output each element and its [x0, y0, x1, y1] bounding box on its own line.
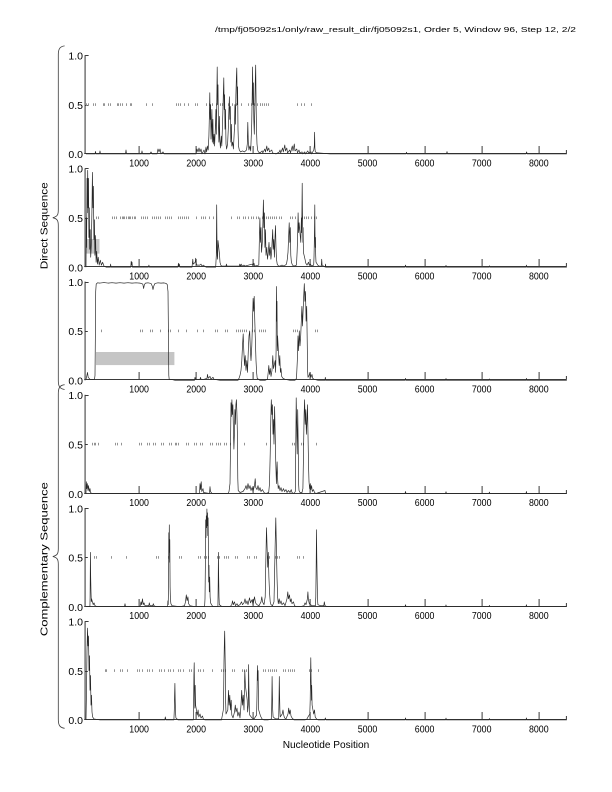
svg-text:8000: 8000	[529, 498, 549, 509]
svg-text:7000: 7000	[472, 272, 492, 283]
svg-text:0.0: 0.0	[68, 603, 83, 614]
svg-text:0.0: 0.0	[68, 263, 83, 274]
svg-text:/tmp/fj05092s1/only/raw_result: /tmp/fj05092s1/only/raw_result_dir/fj050…	[215, 26, 576, 34]
svg-text:1000: 1000	[129, 611, 149, 622]
svg-text:3000: 3000	[244, 158, 264, 169]
svg-text:Direct Sequence: Direct Sequence	[40, 182, 51, 269]
svg-text:5000: 5000	[358, 611, 378, 622]
svg-text:1000: 1000	[129, 385, 149, 396]
svg-text:3000: 3000	[244, 385, 264, 396]
svg-text:8000: 8000	[529, 724, 549, 735]
svg-text:5000: 5000	[358, 385, 378, 396]
svg-text:0.5: 0.5	[68, 101, 83, 112]
svg-text:6000: 6000	[415, 272, 435, 283]
svg-text:0.5: 0.5	[68, 667, 83, 678]
svg-text:5000: 5000	[358, 498, 378, 509]
svg-text:0.5: 0.5	[68, 440, 83, 451]
svg-text:0.0: 0.0	[68, 377, 83, 388]
svg-text:0.0: 0.0	[68, 716, 83, 727]
svg-text:0.5: 0.5	[68, 214, 83, 225]
svg-text:2000: 2000	[186, 272, 206, 283]
svg-text:1.0: 1.0	[68, 278, 83, 289]
svg-text:1000: 1000	[129, 272, 149, 283]
svg-text:2000: 2000	[186, 724, 206, 735]
svg-text:3000: 3000	[244, 498, 264, 509]
svg-text:6000: 6000	[415, 158, 435, 169]
svg-text:Complementary Sequence: Complementary Sequence	[40, 482, 51, 636]
svg-text:8000: 8000	[529, 272, 549, 283]
svg-text:1.0: 1.0	[68, 52, 83, 63]
svg-text:1000: 1000	[129, 498, 149, 509]
svg-text:6000: 6000	[415, 498, 435, 509]
svg-text:1000: 1000	[129, 158, 149, 169]
svg-text:2000: 2000	[186, 158, 206, 169]
svg-text:2000: 2000	[186, 498, 206, 509]
svg-text:0.5: 0.5	[68, 554, 83, 565]
svg-text:7000: 7000	[472, 724, 492, 735]
svg-text:4000: 4000	[301, 498, 321, 509]
svg-text:0.0: 0.0	[68, 150, 83, 161]
svg-text:4000: 4000	[301, 272, 321, 283]
svg-text:5000: 5000	[358, 272, 378, 283]
svg-text:8000: 8000	[529, 158, 549, 169]
svg-text:5000: 5000	[358, 158, 378, 169]
svg-text:2000: 2000	[186, 385, 206, 396]
svg-text:7000: 7000	[472, 498, 492, 509]
svg-text:8000: 8000	[529, 611, 549, 622]
svg-text:3000: 3000	[244, 611, 264, 622]
svg-text:0.0: 0.0	[68, 490, 83, 501]
svg-text:7000: 7000	[472, 385, 492, 396]
svg-text:2000: 2000	[186, 611, 206, 622]
svg-text:Nucleotide Position: Nucleotide Position	[283, 740, 370, 751]
svg-text:6000: 6000	[415, 611, 435, 622]
svg-text:8000: 8000	[529, 385, 549, 396]
svg-text:7000: 7000	[472, 158, 492, 169]
svg-text:0.5: 0.5	[68, 327, 83, 338]
svg-text:6000: 6000	[415, 724, 435, 735]
svg-text:1.0: 1.0	[68, 391, 83, 402]
svg-text:1000: 1000	[129, 724, 149, 735]
svg-text:4000: 4000	[301, 385, 321, 396]
svg-text:7000: 7000	[472, 611, 492, 622]
svg-text:1.0: 1.0	[68, 504, 83, 515]
svg-text:6000: 6000	[415, 385, 435, 396]
svg-text:4000: 4000	[301, 724, 321, 735]
svg-text:1.0: 1.0	[68, 165, 83, 176]
svg-text:3000: 3000	[244, 272, 264, 283]
svg-text:3000: 3000	[244, 724, 264, 735]
svg-text:4000: 4000	[301, 158, 321, 169]
svg-text:5000: 5000	[358, 724, 378, 735]
svg-text:4000: 4000	[301, 611, 321, 622]
svg-text:1.0: 1.0	[68, 618, 83, 629]
